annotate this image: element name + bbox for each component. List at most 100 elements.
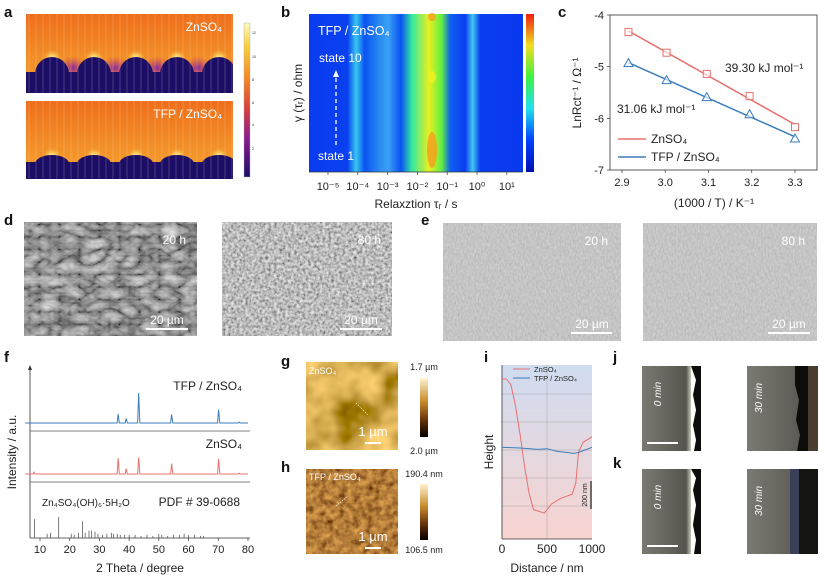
profile-line-tfp <box>501 446 593 454</box>
panel-label-i: i <box>484 349 488 366</box>
time-label: 30 min <box>754 383 765 413</box>
x-tick-label: 60 <box>182 544 194 556</box>
state-1-label: state 1 <box>318 149 354 163</box>
colorbar-bottom-label: 2.0 µm <box>410 446 438 456</box>
x-tick-label: 20 <box>64 544 76 556</box>
sem-image-80h <box>643 223 817 341</box>
afm-label: TFP / ZnSO₄ <box>309 472 361 482</box>
time-label: 0 min <box>653 381 664 406</box>
data-point <box>624 28 633 37</box>
sem-image-80h <box>222 222 392 336</box>
data-point <box>744 108 755 119</box>
panel-label-g: g <box>281 353 290 370</box>
data-point <box>661 74 672 85</box>
legend-label-znso4: ZnSO₄ <box>651 132 687 146</box>
zinc-protrusion <box>202 57 233 91</box>
x-tick-label: 10¹ <box>499 181 515 193</box>
scale-bar-label: 20 µm <box>150 313 184 327</box>
y-axis-title-i: Height <box>482 434 496 469</box>
y-tick-label: -5 <box>594 62 604 74</box>
scale-bar-label: 20 µm <box>344 313 378 327</box>
y-axis-title-b: γ (τᵣ) / ohm <box>291 64 305 122</box>
colorbar-top-label: 1.7 µm <box>410 362 438 372</box>
x-axis-title-i: Distance / nm <box>510 561 583 575</box>
zinc-edge <box>691 469 701 554</box>
sim-label-znso4: ZnSO₄ <box>186 20 222 34</box>
profile-line <box>355 402 369 416</box>
y-tick-label: -4 <box>594 10 604 22</box>
panel-c-arrhenius: (1000 / T) / K⁻¹ LnRct⁻¹ / Ω⁻¹ 39.30 kJ … <box>570 10 818 210</box>
x-tick-label: 10⁻⁵ <box>317 181 340 193</box>
sem-image-20h <box>443 223 621 341</box>
y-tick-label: -6 <box>594 113 604 125</box>
x-tick-label: 70 <box>212 544 224 556</box>
panel-g-afm: ZnSO₄ 1 µm 1.7 µm 2.0 µm <box>306 362 438 456</box>
cb-tick: 6 <box>252 101 254 105</box>
panel-label-e: e <box>421 212 429 229</box>
y-axis-arrow-icon <box>28 365 32 370</box>
afm-image-tfp <box>306 469 398 554</box>
x-tick-label: 80 <box>242 544 254 556</box>
heatmap-hotspot <box>428 71 436 83</box>
data-point <box>702 69 711 78</box>
cb-tick: 12 <box>252 31 256 35</box>
y-axis-title-f: Intensity / a.u. <box>5 415 19 490</box>
scale-bar-label: 20 µm <box>575 317 609 331</box>
zinc-protrusion <box>77 57 111 91</box>
heatmap-hotspot <box>428 13 436 21</box>
panel-label-h: h <box>281 459 290 476</box>
colorbar-a <box>243 22 251 178</box>
panel-h-afm: TFP / ZnSO₄ 1 µm 190.4 nm 106.5 nm <box>306 469 443 555</box>
data-point <box>623 57 634 68</box>
colorbar-h <box>420 484 428 540</box>
colorbar-g <box>420 378 428 437</box>
cb-tick: 10 <box>252 55 256 59</box>
sem-image-20h <box>24 222 197 336</box>
afm-label: ZnSO₄ <box>309 366 337 376</box>
x-axis-title-c: (1000 / T) / K⁻¹ <box>674 196 754 210</box>
cb-tick: 8 <box>252 78 254 82</box>
data-point <box>662 48 671 57</box>
scale-bar-label: 1 µm <box>358 424 387 439</box>
y-tick-label: -7 <box>594 165 604 177</box>
sem-time-label: 20 h <box>163 233 186 247</box>
zinc-protrusion <box>119 155 153 173</box>
optical-image-0min <box>642 469 691 554</box>
colorbar-b <box>526 14 534 172</box>
cb-tick: 4 <box>252 123 254 127</box>
scale-bar-label: 200 nm <box>582 483 589 507</box>
state-10-label: state 10 <box>319 51 362 65</box>
zinc-protrusion <box>35 155 69 173</box>
panel-f-xrd: TFP / ZnSO₄ ZnSO₄ Zn₄SO₄(OH)₆·5H₂O PDF #… <box>5 365 254 575</box>
legend-label-tfp: TFP / ZnSO₄ <box>534 374 577 383</box>
x-tick-label: 40 <box>123 544 135 556</box>
colorbar-bottom-label: 106.5 nm <box>405 545 443 555</box>
zinc-edge <box>691 366 701 451</box>
zinc-protrusion <box>160 155 194 173</box>
x-tick-label: 1000 <box>579 542 606 556</box>
panel-label-d: d <box>4 212 13 229</box>
legend-label-znso4: ZnSO₄ <box>534 365 557 374</box>
data-point <box>745 92 754 101</box>
time-label: 0 min <box>653 484 664 509</box>
x-tick-label: 500 <box>537 542 557 556</box>
fit-line <box>628 61 796 138</box>
panel-b-heatmap: TFP / ZnSO₄ state 10 state 1 10⁻⁵ 10⁻⁴ 10⁻… <box>291 13 534 211</box>
sem-time-label: 20 h <box>585 234 608 248</box>
x-tick-label: 2.9 <box>614 177 629 189</box>
data-point <box>791 123 799 132</box>
optical-image-0min <box>642 366 691 451</box>
sem-time-label: 80 h <box>782 234 805 248</box>
zinc-edge <box>795 366 808 451</box>
panel-j-optical: 0 min 30 min <box>642 366 818 451</box>
plot-frame-c <box>609 14 818 171</box>
panel-i-profile: ZnSO₄ TFP / ZnSO₄ 200 nm Distance / nm H… <box>482 365 606 575</box>
reference-card: PDF # 39-0688 <box>159 495 241 509</box>
x-tick-label: 10 <box>34 544 46 556</box>
panel-d-sem: 20 h 80 h 20 µm 20 µm <box>24 222 392 336</box>
data-point <box>701 91 713 102</box>
heatmap-hotspot <box>427 132 437 168</box>
x-tick-label: 3.2 <box>744 177 759 189</box>
